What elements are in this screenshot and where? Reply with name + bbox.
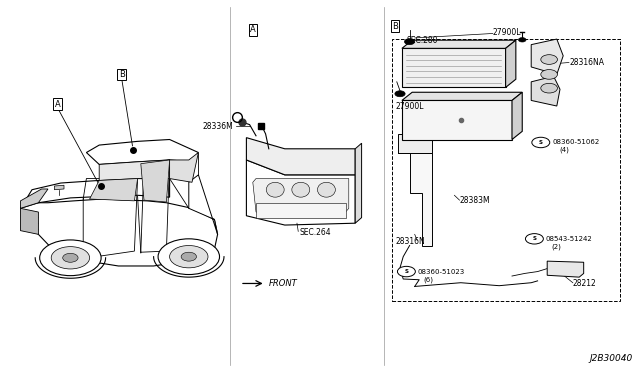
Text: 27900L: 27900L	[396, 102, 424, 111]
Ellipse shape	[266, 182, 284, 197]
Circle shape	[158, 239, 220, 275]
Polygon shape	[355, 143, 362, 223]
Polygon shape	[141, 160, 170, 202]
Text: 08360-51062: 08360-51062	[552, 139, 600, 145]
Text: 28316NA: 28316NA	[570, 58, 605, 67]
Circle shape	[181, 252, 196, 261]
Circle shape	[541, 55, 557, 64]
Text: S: S	[539, 140, 543, 145]
Polygon shape	[20, 189, 48, 208]
Text: B: B	[392, 22, 398, 31]
Circle shape	[397, 266, 415, 277]
Text: 08360-51023: 08360-51023	[418, 269, 465, 275]
Polygon shape	[512, 92, 522, 140]
Polygon shape	[189, 175, 218, 234]
Circle shape	[63, 253, 78, 262]
Ellipse shape	[317, 182, 335, 197]
Polygon shape	[20, 199, 218, 266]
Polygon shape	[86, 140, 198, 164]
Ellipse shape	[292, 182, 310, 197]
Text: (6): (6)	[424, 276, 434, 283]
Polygon shape	[246, 160, 355, 225]
Text: (2): (2)	[552, 243, 561, 250]
Polygon shape	[547, 261, 584, 277]
Circle shape	[170, 246, 208, 268]
Text: 27900L: 27900L	[493, 28, 522, 37]
Circle shape	[395, 91, 405, 97]
Polygon shape	[506, 40, 516, 87]
Polygon shape	[402, 40, 516, 48]
Polygon shape	[398, 134, 432, 153]
Text: 28212: 28212	[573, 279, 596, 288]
Polygon shape	[170, 153, 198, 182]
Polygon shape	[99, 160, 170, 180]
Text: 28316N: 28316N	[396, 237, 425, 246]
Polygon shape	[54, 185, 64, 190]
Polygon shape	[90, 179, 138, 201]
Circle shape	[40, 240, 101, 276]
Text: S: S	[404, 269, 408, 274]
Polygon shape	[246, 138, 355, 175]
Text: (4): (4)	[559, 147, 569, 153]
Polygon shape	[20, 208, 38, 234]
Polygon shape	[20, 179, 170, 208]
Circle shape	[532, 137, 550, 148]
Text: SEC.264: SEC.264	[300, 228, 331, 237]
Text: A: A	[55, 100, 60, 109]
Text: S: S	[532, 236, 536, 241]
Circle shape	[51, 247, 90, 269]
FancyBboxPatch shape	[256, 203, 346, 218]
Text: SEC.280: SEC.280	[406, 36, 438, 45]
Text: 28336M: 28336M	[203, 122, 234, 131]
Polygon shape	[402, 100, 512, 140]
Text: 08543-51242: 08543-51242	[546, 236, 593, 242]
Circle shape	[541, 83, 557, 93]
Text: FRONT: FRONT	[269, 279, 298, 288]
Polygon shape	[402, 48, 506, 87]
Text: A: A	[250, 25, 255, 34]
Circle shape	[518, 38, 526, 42]
Polygon shape	[402, 92, 522, 100]
Text: 28383M: 28383M	[460, 196, 490, 205]
Circle shape	[404, 39, 415, 45]
Circle shape	[525, 234, 543, 244]
Circle shape	[541, 70, 557, 79]
Polygon shape	[531, 76, 560, 106]
Polygon shape	[398, 153, 432, 246]
Polygon shape	[253, 179, 349, 212]
Text: J2B30040: J2B30040	[589, 354, 632, 363]
Polygon shape	[531, 39, 563, 74]
Text: B: B	[118, 70, 125, 79]
